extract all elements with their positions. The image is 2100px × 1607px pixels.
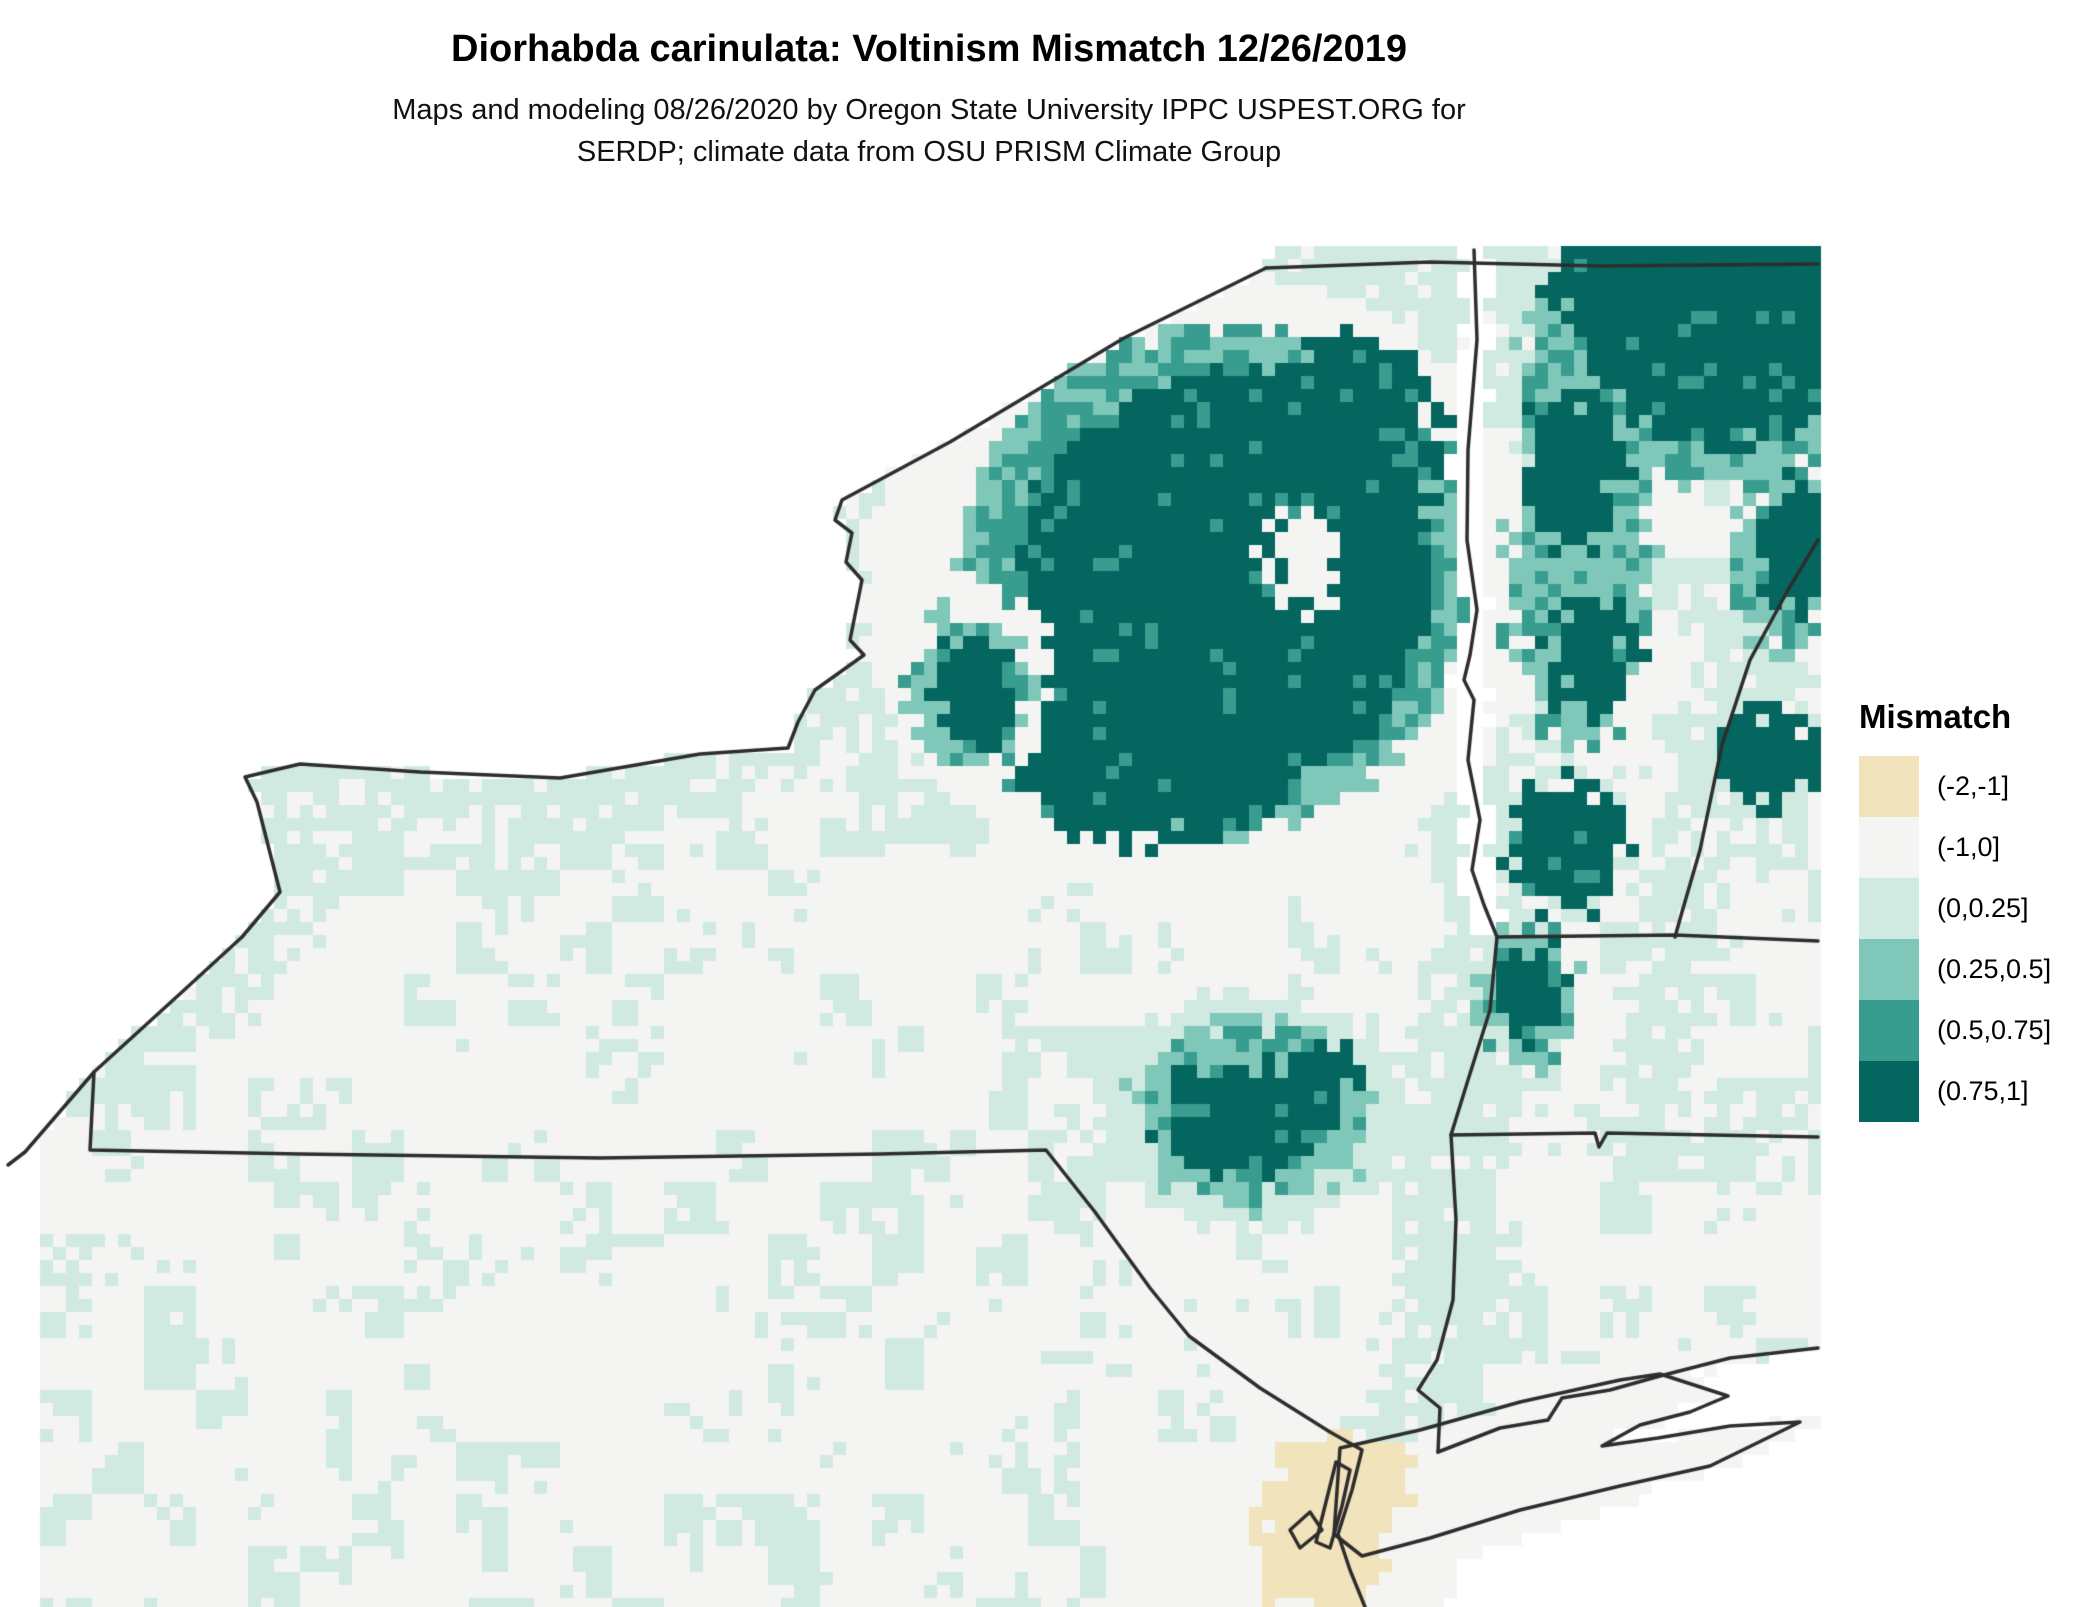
legend-label: (0.5,0.75] — [1937, 1015, 2052, 1045]
legend-swatch — [1859, 756, 1919, 817]
legend-swatch — [1859, 1000, 1919, 1061]
legend-swatch — [1859, 817, 1919, 878]
map-legend: Mismatch (-2,-1] (-1,0] (0,0.25] (0.25,0.5]… — [1859, 698, 2051, 1122]
legend-label: (0.25,0.5] — [1937, 954, 2052, 984]
legend-label: (-2,-1] — [1937, 771, 2010, 801]
legend-entry: (0.25,0.5] — [1859, 939, 2051, 1000]
legend-swatch — [1859, 939, 1919, 1000]
legend-title: Mismatch — [1859, 698, 2012, 735]
legend-entry: (-2,-1] — [1859, 756, 2051, 817]
legend-entry: (-1,0] — [1859, 817, 2051, 878]
legend-entry: (0,0.25] — [1859, 878, 2051, 939]
legend-swatch — [1859, 1061, 1919, 1122]
legend-label: (-1,0] — [1937, 832, 2001, 862]
legend-rows: (-2,-1] (-1,0] (0,0.25] (0.25,0.5] (0.5,0.75… — [1859, 756, 2051, 1122]
legend-label: (0,0.25] — [1937, 893, 2029, 923]
legend-label: (0.75,1] — [1937, 1076, 2029, 1106]
legend-entry: (0.75,1] — [1859, 1061, 2051, 1122]
legend-entry: (0.5,0.75] — [1859, 1000, 2051, 1061]
legend-swatch — [1859, 878, 1919, 939]
